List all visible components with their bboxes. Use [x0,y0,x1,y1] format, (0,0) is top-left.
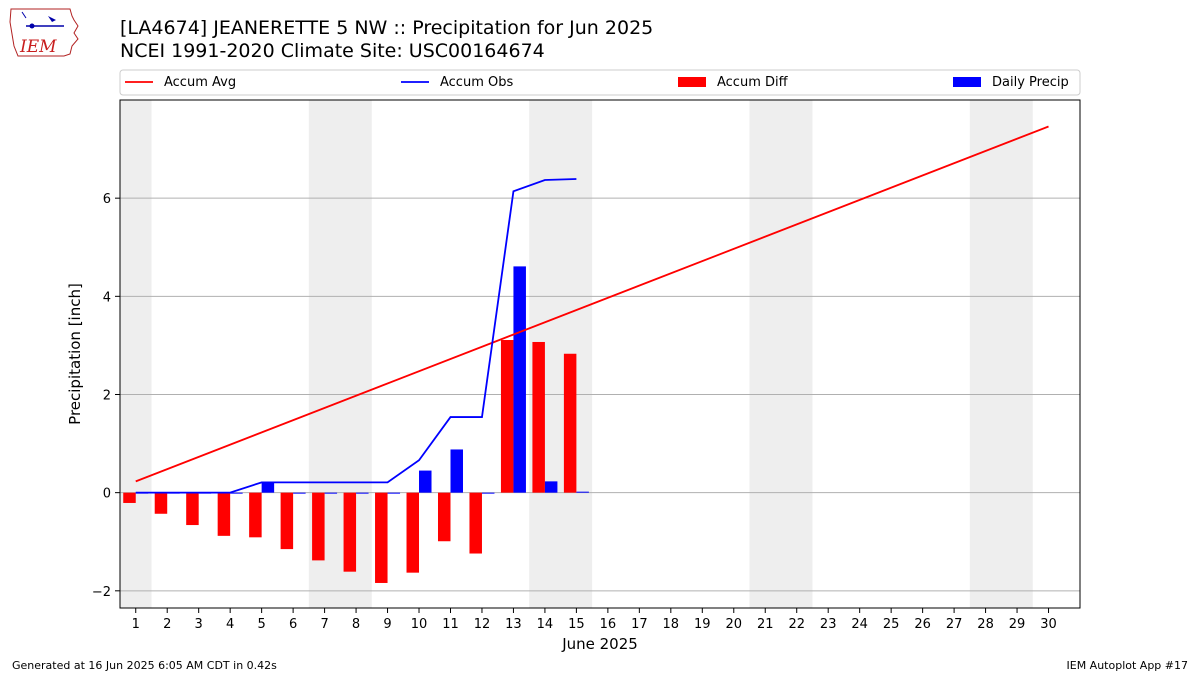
accum-diff-bar [375,492,388,583]
accum-diff-bar [280,492,294,550]
legend-label: Daily Precip [992,75,1069,90]
x-tick-label: 30 [1040,617,1057,632]
iem-logo: IEM [9,8,79,57]
accum-diff-bar [532,341,545,493]
wind-vane-icon [48,16,56,22]
daily-precip-bar [544,481,558,493]
wind-tick-icon [21,11,27,19]
x-tick-label: 6 [289,617,297,632]
y-tick-label: −2 [92,585,111,600]
x-tick-label: 18 [663,617,680,632]
legend-label: Accum Obs [440,75,513,90]
daily-precip-bar [230,492,243,494]
app-label: IEM Autoplot App #17 [1066,659,1189,672]
accum-diff-bar [437,492,451,542]
x-tick-label: 27 [946,617,963,632]
x-tick-label: 16 [600,617,617,632]
x-tick-label: 26 [914,617,931,632]
accum-diff-bar [469,492,482,554]
legend-box [119,69,1081,96]
logo-text: IEM [19,37,57,57]
chart-title: [LA4674] JEANERETTE 5 NW :: Precipitatio… [120,17,654,39]
x-tick-label: 2 [163,617,171,632]
y-tick-label: 2 [103,388,111,403]
accum-diff-bar [563,353,577,493]
x-tick-label: 29 [1009,617,1026,632]
x-tick-label: 9 [383,617,391,632]
legend-swatch [678,77,706,87]
x-tick-label: 21 [757,617,774,632]
accum-diff-bar [217,492,231,536]
x-tick-label: 12 [474,617,491,632]
x-tick-label: 8 [352,617,360,632]
chart-subtitle: NCEI 1991-2020 Climate Site: USC00164674 [120,40,545,62]
accum-diff-bar [500,340,514,493]
accum-diff-bar [249,492,262,538]
daily-precip-bar [293,492,306,494]
x-tick-label: 23 [820,617,837,632]
daily-precip-bar [481,492,495,494]
daily-precip-bar [576,491,589,493]
accum-diff-bar [186,492,199,526]
y-tick-label: 4 [103,290,111,305]
x-tick-label: 5 [257,617,265,632]
x-tick-label: 14 [537,617,554,632]
accum-diff-bar [312,492,325,561]
accum-diff-bar [154,492,168,514]
x-tick-label: 15 [568,617,585,632]
x-tick-label: 20 [725,617,742,632]
x-tick-label: 7 [320,617,328,632]
x-tick-label: 4 [226,617,234,632]
accum-obs-line [135,178,577,494]
x-tick-label: 19 [694,617,711,632]
daily-precip-bar [450,449,463,493]
iowa-state-outline [9,8,79,57]
x-tick-label: 13 [505,617,522,632]
y-tick-label: 0 [103,487,111,502]
accum-avg-line [135,125,1049,483]
legend-swatch [953,77,981,87]
daily-precip-bar [356,492,369,494]
daily-precip-bar [513,266,526,493]
x-tick-label: 24 [851,617,868,632]
x-tick-label: 25 [883,617,900,632]
x-tick-label: 10 [411,617,428,632]
x-tick-label: 22 [788,617,805,632]
x-tick-label: 28 [977,617,994,632]
weather-station-icon [29,23,35,29]
generated-timestamp: Generated at 16 Jun 2025 6:05 AM CDT in … [12,659,277,672]
y-tick-label: 6 [103,192,111,207]
legend-label: Accum Avg [164,75,236,90]
x-axis-label: June 2025 [561,635,638,653]
daily-precip-bar [387,492,401,494]
x-tick-label: 1 [132,617,140,632]
weekend-shade [749,100,813,608]
legend-label: Accum Diff [717,75,789,90]
daily-precip-bar [419,470,432,493]
weekend-shade [969,100,1033,608]
y-axis-label: Precipitation [inch] [66,283,84,425]
plot-frame [119,99,1081,609]
weekend-shade [120,100,152,608]
x-tick-label: 3 [195,617,203,632]
x-tick-label: 17 [631,617,648,632]
x-tick-label: 11 [442,617,459,632]
accum-diff-bar [406,492,420,573]
accum-diff-bar [123,492,136,503]
daily-precip-bar [261,482,275,493]
daily-precip-bar [324,492,338,494]
accum-diff-bar [343,492,357,572]
